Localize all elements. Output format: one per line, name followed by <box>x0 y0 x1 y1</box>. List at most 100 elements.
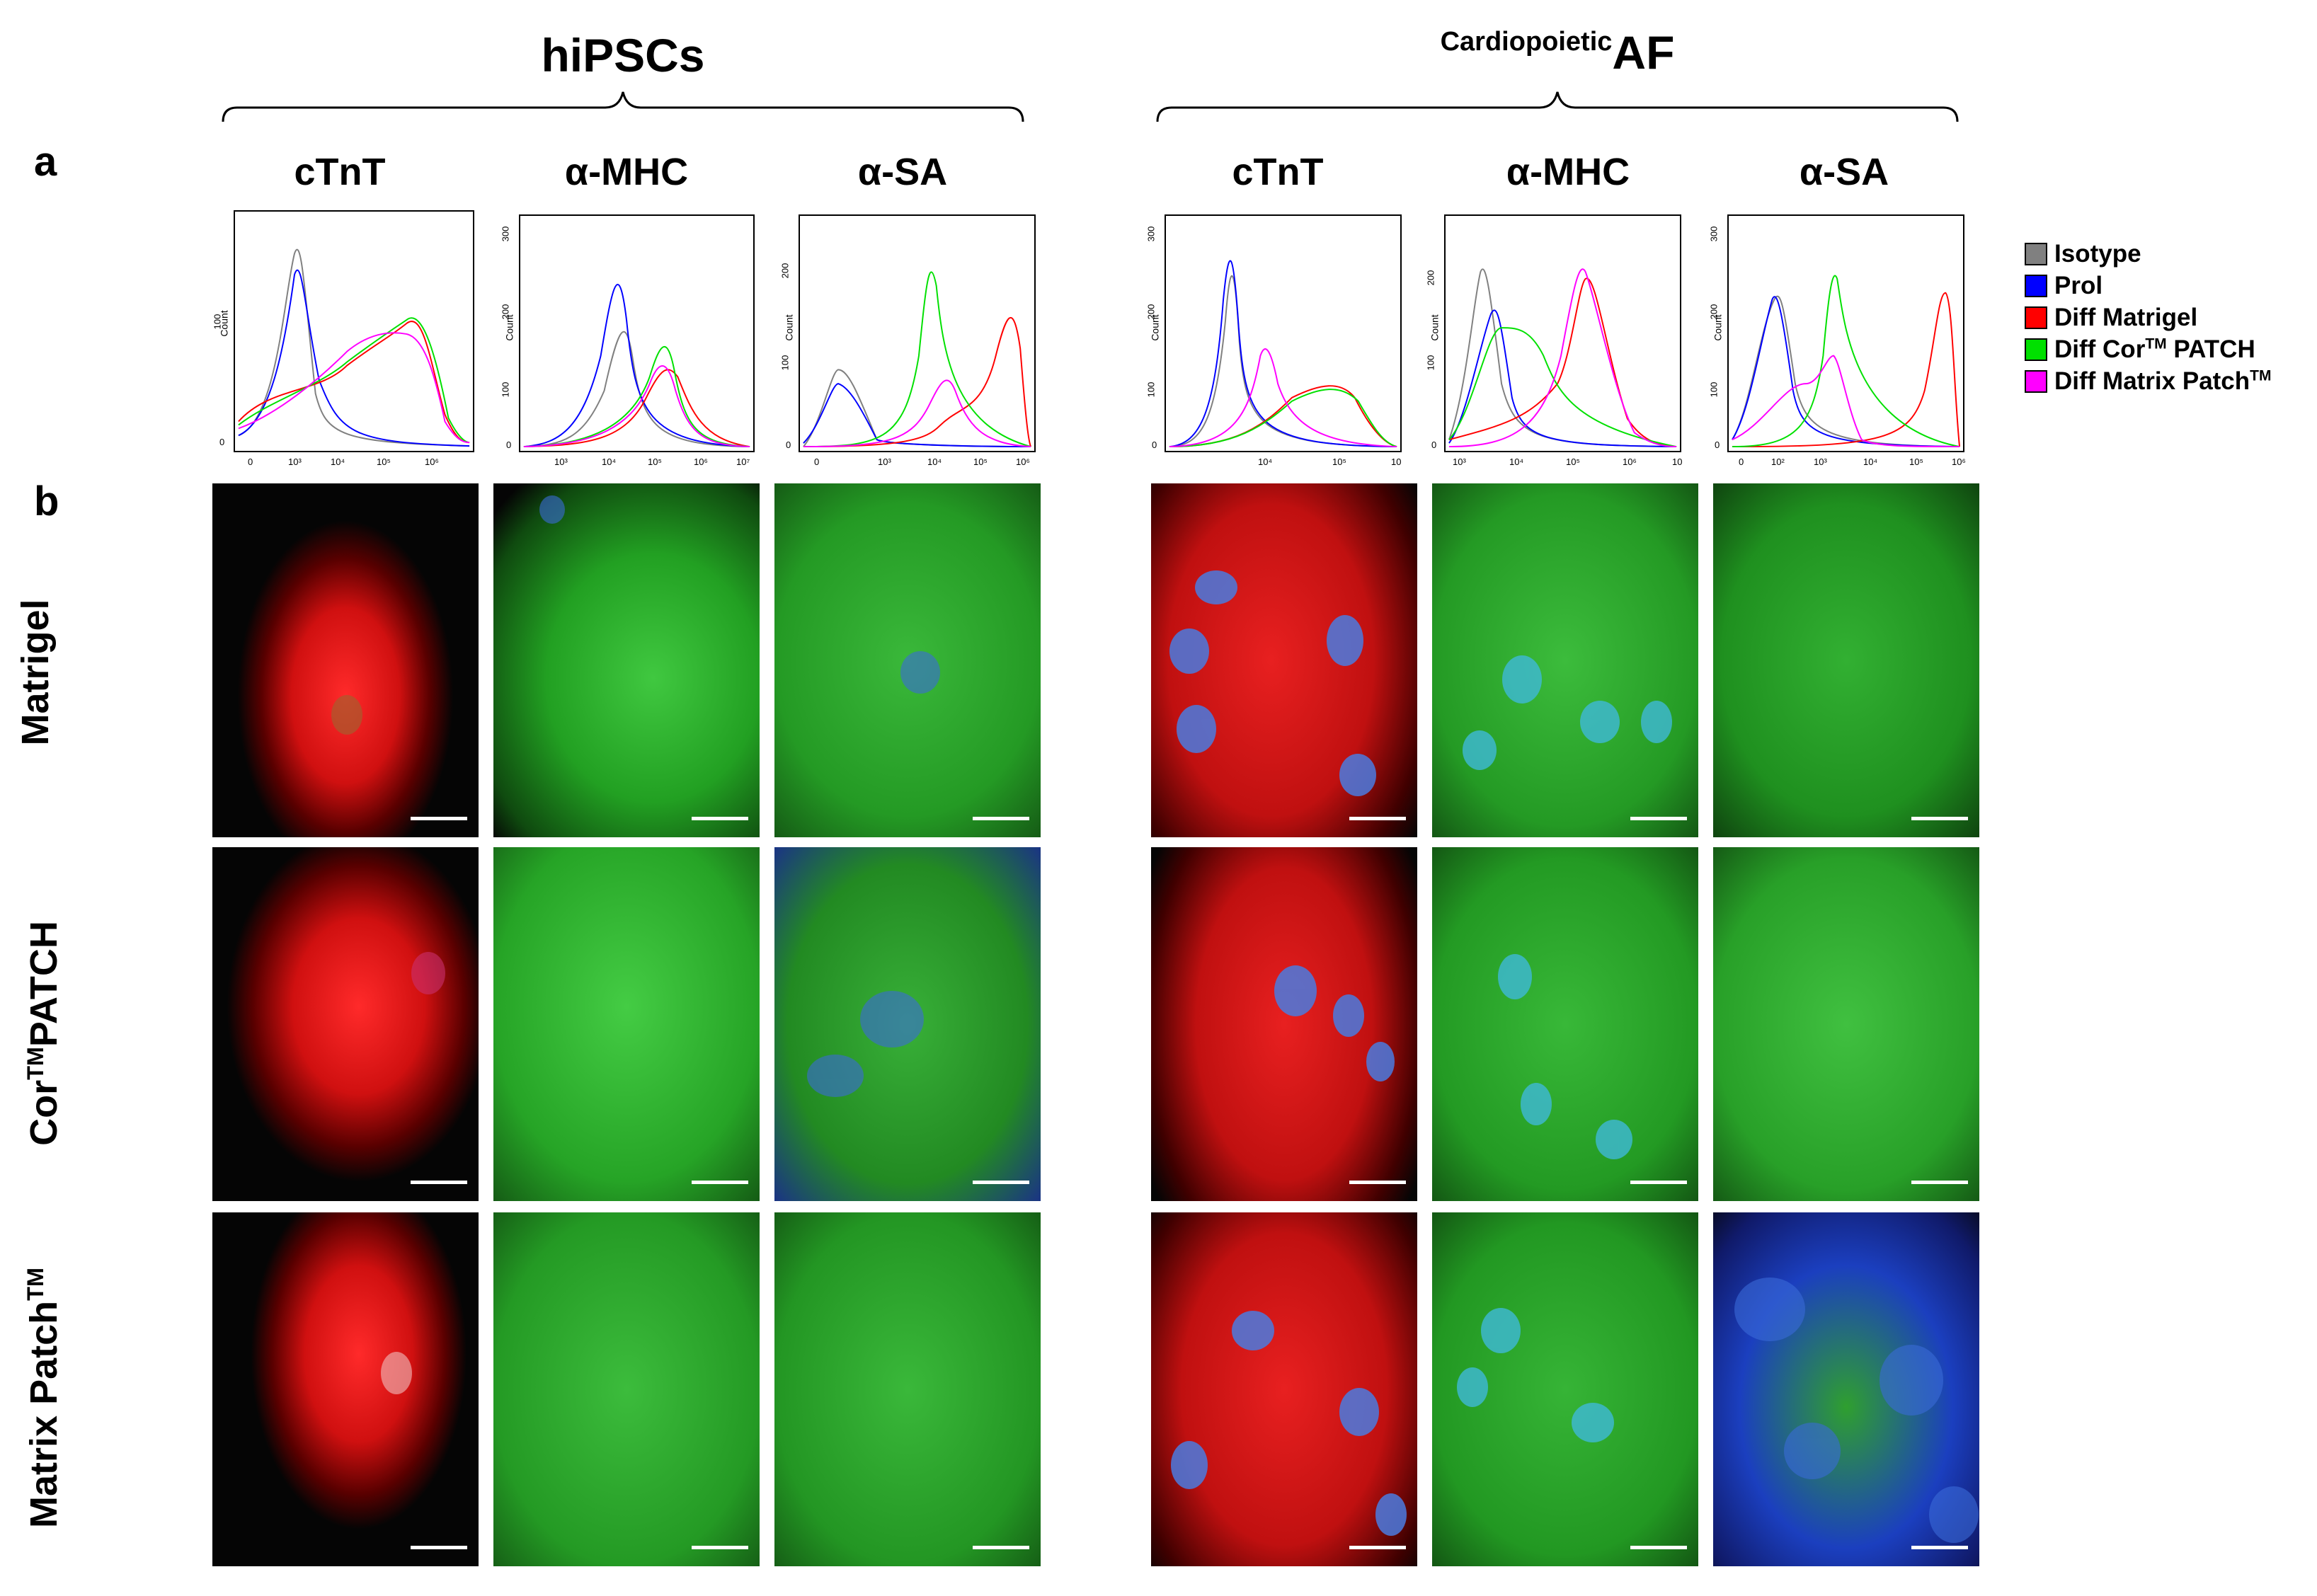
legend-item-diff-matrigel: Diff Matrigel <box>2025 302 2271 333</box>
micrograph-matrix-hipscs-ctnt <box>212 1212 479 1566</box>
histogram-hipscs-amhc-plot <box>523 283 750 448</box>
histogram-hipscs-amhc: Count 0 100 200 300 10³ 10⁴ 10⁵ 10⁶ 10⁷ <box>500 214 755 467</box>
scale-bar <box>692 817 748 820</box>
histogram-af-amhc: Count 0 100 200 10³ 10⁴ 10⁵ 10⁶ 10 <box>1425 214 1682 467</box>
legend-swatch-diff-cor <box>2025 338 2047 361</box>
micrograph-matrigel-hipscs-ctnt <box>212 483 479 837</box>
micrograph-corpatch-af-ctnt <box>1151 847 1417 1201</box>
histogram-hipscs-ctnt-xtick-4: 10⁶ <box>425 457 439 467</box>
histogram-hipscs-asa-xtick-2: 10⁴ <box>927 457 942 467</box>
micrograph-matrix-af-ctnt <box>1151 1212 1417 1566</box>
histogram-hipscs-ctnt-xtick-1: 10³ <box>288 457 302 467</box>
histogram-af-asa-plot <box>1732 275 1961 448</box>
histogram-af-ctnt-xtick-2: 10 <box>1391 457 1402 467</box>
histogram-af-amhc-xtick-0: 10³ <box>1453 457 1466 467</box>
histogram-hipscs-ctnt-xtick-0: 0 <box>248 457 253 467</box>
histogram-af-amhc-ytick-0: 0 <box>1431 440 1437 450</box>
histogram-hipscs-amhc-ytick-0: 0 <box>506 440 512 450</box>
legend-swatch-diff-matrix <box>2025 369 2047 393</box>
group-title-af: CardiopoieticAF <box>1331 25 1784 79</box>
legend: Isotype Prol Diff Matrigel Diff CorTM PA… <box>2025 238 2271 397</box>
histogram-hipscs-ctnt-plot <box>238 248 470 447</box>
legend-label-diff-cor: Diff CorTM PATCH <box>2054 335 2255 364</box>
legend-swatch-prol <box>2025 274 2047 297</box>
scale-bar <box>973 1546 1029 1549</box>
scale-bar <box>973 1181 1029 1184</box>
legend-label-diff-cor-main: Diff Cor <box>2054 335 2146 363</box>
histogram-af-amhc-xtick-4: 10 <box>1672 457 1683 467</box>
histogram-hipscs-amhc-xtick-0: 10³ <box>554 457 568 467</box>
micrograph-matrigel-hipscs-amhc <box>493 483 760 837</box>
histogram-af-ctnt-plot <box>1169 260 1397 448</box>
histogram-af-asa-xtick-0: 0 <box>1739 457 1744 467</box>
legend-item-isotype: Isotype <box>2025 238 2271 270</box>
histogram-af-asa-xtick-4: 10⁵ <box>1909 457 1923 467</box>
histogram-hipscs-asa-xtick-4: 10⁶ <box>1016 457 1030 467</box>
legend-label-prol: Prol <box>2054 271 2103 299</box>
column-header-af-amhc: α-MHC <box>1506 151 1630 193</box>
histogram-af-amhc-plot <box>1448 268 1677 448</box>
histogram-hipscs-amhc-xtick-3: 10⁶ <box>694 457 708 467</box>
column-header-af-ctnt: cTnT <box>1232 151 1324 193</box>
histogram-hipscs-asa-plot <box>803 271 1031 448</box>
histogram-af-amhc-xtick-3: 10⁶ <box>1623 457 1637 467</box>
scale-bar <box>1911 817 1968 820</box>
histogram-hipscs-asa-xtick-1: 10³ <box>878 457 891 467</box>
panel-label-b: b <box>34 478 59 524</box>
histogram-af-ctnt-ytick-0: 0 <box>1152 440 1157 450</box>
micrograph-corpatch-hipscs-ctnt <box>212 847 479 1201</box>
legend-item-diff-cor: Diff CorTM PATCH <box>2025 333 2271 365</box>
column-header-af-asa: α-SA <box>1799 151 1889 193</box>
histogram-hipscs-amhc-xtick-4: 10⁷ <box>736 457 750 467</box>
legend-label-diff-matrix-main: Diff Matrix Patch <box>2054 367 2250 395</box>
scale-bar <box>1630 1546 1687 1549</box>
histogram-hipscs-asa: Count 0 100 200 0 10³ 10⁴ 10⁵ 10⁶ <box>779 214 1036 467</box>
histogram-hipscs-asa-ytick-0: 0 <box>786 440 791 450</box>
histogram-hipscs-asa-xtick-0: 0 <box>814 457 820 467</box>
scale-bar <box>1911 1181 1968 1184</box>
panel-label-a: a <box>34 139 57 185</box>
micrograph-corpatch-af-amhc <box>1432 847 1698 1201</box>
histogram-hipscs-asa-xtick-3: 10⁵ <box>973 457 988 467</box>
legend-swatch-diff-matrigel <box>2025 306 2047 329</box>
legend-item-diff-matrix: Diff Matrix PatchTM <box>2025 365 2271 397</box>
scale-bar <box>973 817 1029 820</box>
legend-label-diff-cor-tail: PATCH <box>2166 335 2255 363</box>
histogram-af-ctnt-xtick-0: 10⁴ <box>1258 457 1273 467</box>
histogram-hipscs-amhc-xtick-1: 10⁴ <box>602 457 617 467</box>
scale-bar <box>692 1181 748 1184</box>
group-title-hipscs: hiPSCs <box>488 28 757 82</box>
column-header-hipscs-amhc: α-MHC <box>564 151 689 193</box>
scale-bar <box>1349 1181 1406 1184</box>
histogram-hipscs-ctnt-xtick-3: 10⁵ <box>377 457 391 467</box>
histogram-af-amhc-xtick-2: 10⁵ <box>1566 457 1580 467</box>
micrograph-matrix-hipscs-amhc <box>493 1212 760 1566</box>
legend-label-diff-matrigel: Diff Matrigel <box>2054 303 2198 331</box>
scale-bar <box>411 1546 467 1549</box>
histogram-af-ctnt: Count 0 100 200 300 10⁴ 10⁵ 10 <box>1145 214 1402 467</box>
micrograph-corpatch-af-asa <box>1713 847 1979 1201</box>
scale-bar <box>411 817 467 820</box>
scale-bar <box>692 1546 748 1549</box>
histogram-af-asa-xtick-1: 10² <box>1771 457 1785 467</box>
micrograph-matrix-hipscs-asa <box>774 1212 1041 1566</box>
histogram-af-amhc-xtick-1: 10⁴ <box>1509 457 1524 467</box>
legend-label-isotype: Isotype <box>2054 239 2141 268</box>
column-header-hipscs-ctnt: cTnT <box>294 151 386 193</box>
histogram-af-asa-xtick-5: 10⁶ <box>1952 457 1966 467</box>
scale-bar <box>1630 1181 1687 1184</box>
histogram-af-asa-ytick-0: 0 <box>1715 440 1720 450</box>
brace-af <box>1156 91 1959 122</box>
brace-hipscs <box>222 91 1024 122</box>
group-title-hipscs-text: hiPSCs <box>541 29 705 81</box>
micrograph-corpatch-hipscs-amhc <box>493 847 760 1201</box>
scale-bar <box>1349 1546 1406 1549</box>
group-title-af-text: AF <box>1612 26 1675 79</box>
legend-label-diff-cor-sup: TM <box>2145 335 2167 352</box>
scale-bar <box>1349 817 1406 820</box>
histogram-hipscs-ctnt-xtick-2: 10⁴ <box>331 457 345 467</box>
legend-label-diff-matrix: Diff Matrix PatchTM <box>2054 367 2271 396</box>
histogram-hipscs-amhc-xtick-2: 10⁵ <box>648 457 662 467</box>
scale-bar <box>1911 1546 1968 1549</box>
